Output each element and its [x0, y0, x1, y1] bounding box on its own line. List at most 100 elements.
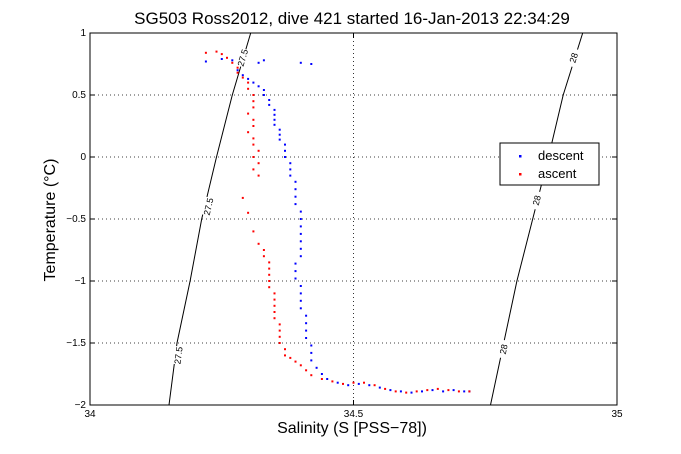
descent-point — [273, 108, 276, 111]
ascent-point — [252, 118, 255, 121]
ascent-point — [294, 360, 297, 363]
descent-point — [463, 390, 466, 393]
descent-point — [431, 389, 434, 392]
ascent-point — [273, 317, 276, 320]
y-tick-label: 1 — [80, 28, 86, 39]
contour-label: 27.5 — [172, 346, 184, 365]
ascent-point — [299, 364, 302, 367]
descent-point — [410, 391, 413, 394]
ascent-point — [320, 378, 323, 380]
series-ascent — [204, 50, 471, 394]
descent-point — [315, 366, 318, 369]
ascent-point — [426, 389, 429, 392]
descent-point — [294, 188, 297, 191]
descent-point — [252, 81, 255, 84]
ascent-point — [247, 81, 250, 84]
contour-label: 28 — [531, 194, 543, 206]
descent-point — [294, 195, 297, 198]
ascent-point — [204, 51, 207, 54]
ascent-point — [252, 143, 255, 146]
ascent-point — [363, 381, 365, 384]
ascent-point — [247, 87, 250, 90]
contour-label-bg — [172, 345, 185, 365]
y-tick-label: 0.5 — [72, 90, 86, 101]
ascent-point — [342, 382, 344, 385]
ascent-point — [220, 53, 223, 56]
descent-point — [368, 384, 371, 387]
ascent-point — [278, 335, 281, 338]
contour-label-bg — [201, 196, 216, 217]
legend-marker-descent — [519, 155, 522, 158]
descent-point — [273, 113, 276, 116]
ascent-point — [273, 311, 276, 313]
contour-label-bg — [235, 47, 251, 68]
descent-point — [299, 299, 302, 302]
descent-point — [294, 180, 297, 183]
descent-point — [299, 232, 302, 235]
contour-label: 28 — [498, 343, 510, 355]
ascent-point — [273, 304, 276, 307]
descent-point — [299, 240, 302, 243]
ascent-point — [247, 211, 250, 214]
descent-point — [310, 359, 313, 362]
ascent-point — [252, 230, 255, 233]
descent-point — [204, 60, 207, 63]
ascent-point — [252, 94, 255, 96]
descent-point — [452, 389, 455, 392]
ascent-point — [262, 255, 265, 258]
descent-point — [284, 143, 286, 146]
ascent-point — [273, 292, 276, 295]
descent-point — [284, 149, 286, 152]
ascent-point — [415, 390, 418, 393]
descent-point — [305, 329, 308, 332]
ascent-point — [284, 348, 286, 351]
descent-point — [284, 156, 286, 158]
ascent-point — [268, 267, 271, 270]
descent-point — [262, 94, 265, 96]
descent-point — [310, 63, 313, 65]
ascent-point — [284, 354, 286, 357]
legend: descent ascent — [499, 142, 600, 186]
descent-point — [326, 378, 329, 380]
descent-point — [289, 168, 292, 171]
density-contour-line — [168, 33, 252, 405]
grid-lines — [90, 33, 617, 405]
descent-point — [320, 373, 323, 375]
contour-label: 27.5 — [236, 48, 251, 68]
x-axis-label: Salinity (S [PSS−78]) — [277, 420, 427, 437]
descent-point — [262, 89, 265, 91]
ascent-point — [305, 369, 308, 372]
ascent-point — [447, 389, 450, 392]
ascent-point — [247, 131, 250, 134]
ascent-point — [257, 162, 260, 165]
descent-point — [299, 247, 302, 250]
contour-label-bg — [496, 339, 511, 360]
legend-label-descent: descent — [538, 148, 584, 163]
contour-label: 27.5 — [202, 197, 216, 216]
ascent-point — [405, 391, 408, 394]
descent-point — [305, 337, 308, 339]
ascent-point — [252, 100, 255, 103]
contour-label: 28 — [568, 52, 581, 65]
ascent-point — [252, 106, 255, 109]
ascent-point — [289, 356, 292, 359]
descent-point — [294, 277, 297, 280]
descent-point — [357, 382, 360, 385]
descent-point — [241, 74, 244, 77]
descent-point — [294, 203, 297, 206]
ascent-point — [268, 261, 271, 264]
y-tick-label: −1 — [75, 276, 87, 287]
descent-point — [389, 389, 392, 392]
descent-point — [231, 59, 234, 62]
ascent-point — [457, 390, 460, 393]
descent-point — [236, 69, 239, 72]
ascent-point — [384, 387, 387, 390]
ascent-point — [268, 273, 271, 276]
descent-point — [299, 307, 302, 310]
descent-point — [347, 384, 350, 387]
descent-point — [262, 59, 265, 62]
descent-point — [220, 58, 223, 60]
ascent-point — [241, 196, 244, 199]
